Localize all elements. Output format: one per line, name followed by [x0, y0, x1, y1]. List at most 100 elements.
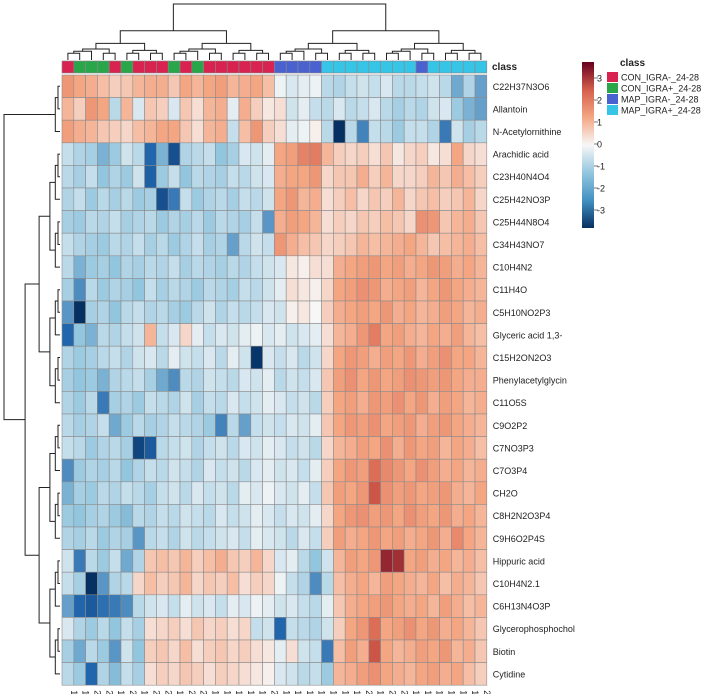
heatmap-cell — [415, 504, 429, 528]
heatmap-cell — [215, 481, 228, 505]
heatmap-cell — [61, 504, 75, 528]
heatmap-cell — [120, 526, 134, 550]
heatmap-cell — [380, 323, 393, 347]
feature-label: C10H4N2.1 — [493, 579, 540, 589]
heatmap-cell — [250, 323, 263, 347]
heatmap-cell — [132, 142, 145, 166]
heatmap-cell — [321, 391, 334, 415]
heatmap-cell — [61, 165, 75, 189]
heatmap-cell — [238, 368, 252, 392]
heatmap-cell — [285, 300, 299, 324]
heatmap-cell — [73, 323, 86, 347]
heatmap-cell — [144, 504, 157, 528]
heatmap-cell — [368, 278, 381, 302]
sample-label: 158 — [234, 690, 244, 694]
heatmap-cell — [403, 549, 417, 573]
heatmap-cell — [380, 255, 393, 279]
heatmap-cell — [344, 210, 358, 234]
heatmap-cell — [333, 323, 346, 347]
sample-label: 212 — [104, 690, 114, 694]
heatmap-cell — [167, 436, 181, 460]
heatmap-cell — [344, 323, 358, 347]
legend-label: CON_IGRA-_24-28 — [621, 73, 699, 83]
heatmap-cell — [191, 187, 204, 211]
heatmap-cell — [97, 458, 110, 483]
heatmap-cell — [262, 526, 275, 550]
heatmap-cell — [203, 594, 216, 618]
heatmap-cell — [427, 142, 440, 166]
heatmap-cell — [73, 481, 86, 505]
heatmap-cell — [451, 639, 464, 663]
dendrogram-link — [3, 114, 56, 421]
heatmap-cell — [333, 255, 346, 279]
heatmap-cell — [191, 594, 204, 618]
feature-label: CH2O — [493, 489, 518, 499]
heatmap-cell — [333, 345, 346, 370]
heatmap-cell — [321, 413, 334, 437]
heatmap-cell — [167, 210, 181, 234]
dendrogram-link — [421, 52, 435, 60]
heatmap-cell — [203, 662, 216, 686]
heatmap-cell — [262, 119, 275, 144]
heatmap-cell — [380, 504, 393, 528]
heatmap-cell — [344, 232, 358, 257]
class-cell — [108, 60, 122, 74]
heatmap-cell — [321, 571, 334, 596]
color-scale-tick-label: 1 — [597, 118, 602, 128]
sample-label: 194 — [411, 690, 421, 694]
heatmap-cell — [167, 413, 181, 437]
class-cell — [132, 60, 145, 74]
heatmap-cell — [61, 639, 75, 663]
heatmap-cell — [85, 413, 98, 437]
heatmap-cell — [156, 345, 169, 370]
heatmap-cell — [321, 481, 334, 505]
heatmap-cell — [191, 458, 204, 483]
heatmap-cell — [85, 391, 98, 415]
heatmap-cell — [380, 232, 393, 257]
heatmap-cell — [132, 662, 145, 686]
heatmap-cell — [451, 323, 464, 347]
heatmap-cell — [274, 232, 287, 257]
heatmap-cell — [415, 165, 429, 189]
heatmap-cell — [73, 255, 86, 279]
dendrogram-link — [362, 52, 376, 60]
heatmap-cell — [451, 526, 464, 550]
heatmap-cell — [344, 368, 358, 392]
heatmap-cell — [285, 345, 299, 370]
heatmap-cell — [85, 232, 98, 257]
heatmap-cell — [344, 165, 358, 189]
class-cell — [179, 60, 193, 74]
heatmap-cell — [403, 119, 417, 144]
heatmap-cell — [132, 278, 145, 302]
heatmap-cell — [380, 119, 393, 144]
heatmap-cell — [144, 187, 157, 211]
heatmap-cell — [380, 74, 393, 98]
heatmap-cell — [108, 210, 122, 234]
heatmap-cell — [274, 74, 287, 98]
heatmap-cell — [344, 278, 358, 302]
heatmap-cell — [285, 481, 299, 505]
heatmap-cell — [403, 232, 417, 257]
heatmap-cell — [451, 278, 464, 302]
sample-label: 168 — [246, 690, 256, 694]
color-scale-tick-label: -1 — [597, 162, 605, 172]
heatmap-cell — [415, 436, 429, 460]
heatmap-cell — [226, 119, 240, 144]
heatmap-cell — [191, 97, 204, 121]
sample-label: 217 — [152, 690, 162, 694]
feature-label: C5H10NO2P3 — [493, 308, 551, 318]
heatmap-cell — [167, 255, 181, 279]
class-cell — [85, 60, 98, 74]
heatmap-cell — [215, 345, 228, 370]
dendrogram-link — [173, 52, 187, 60]
heatmap-cell — [250, 97, 263, 121]
heatmap-cell — [191, 549, 204, 573]
heatmap-cell — [462, 504, 476, 528]
heatmap-cell — [333, 74, 346, 98]
heatmap-cell — [380, 391, 393, 415]
heatmap-cell — [179, 639, 193, 663]
heatmap-cell — [462, 481, 476, 505]
heatmap-cell — [380, 639, 393, 663]
heatmap-cell — [132, 413, 145, 437]
heatmap-cell — [439, 142, 452, 166]
